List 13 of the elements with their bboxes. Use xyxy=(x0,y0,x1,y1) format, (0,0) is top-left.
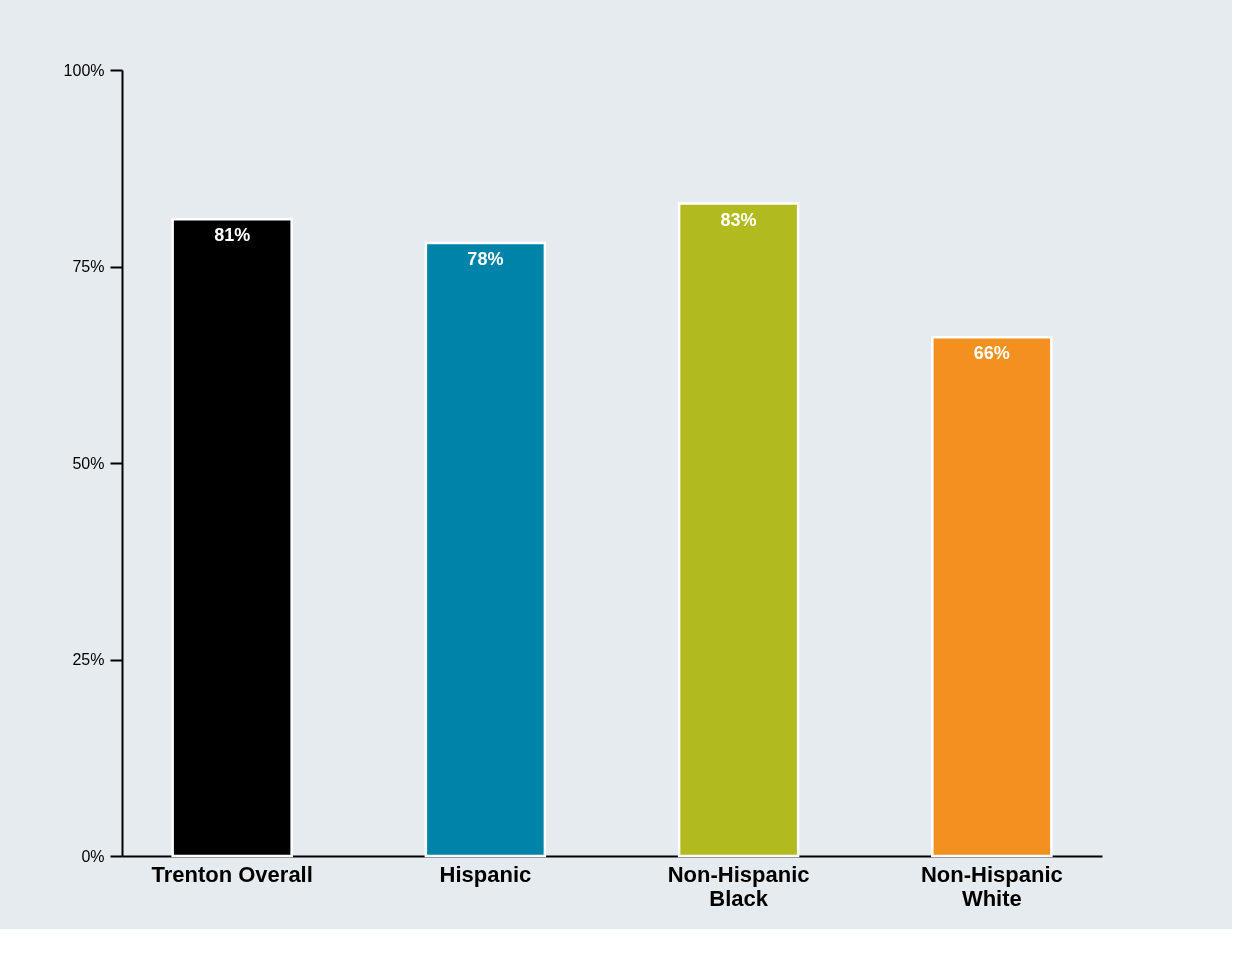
x-tick-label: Non-Hispanic White xyxy=(920,861,1063,911)
x-tick-label: Hispanic xyxy=(439,861,532,887)
y-tick-label: 50% xyxy=(72,454,105,472)
y-tick-label: 100% xyxy=(63,61,105,79)
y-tick-label: 75% xyxy=(72,258,105,275)
data-label: 66% xyxy=(973,343,1010,364)
data-label: 83% xyxy=(720,209,757,230)
x-tick-label: Non-Hispanic Black xyxy=(667,861,810,911)
y-tick-label: 0% xyxy=(81,847,105,865)
data-label: 78% xyxy=(467,248,504,269)
x-tick-label: Trenton Overall xyxy=(151,861,313,887)
data-label: 81% xyxy=(214,225,251,246)
y-tick-label: 25% xyxy=(72,651,105,668)
